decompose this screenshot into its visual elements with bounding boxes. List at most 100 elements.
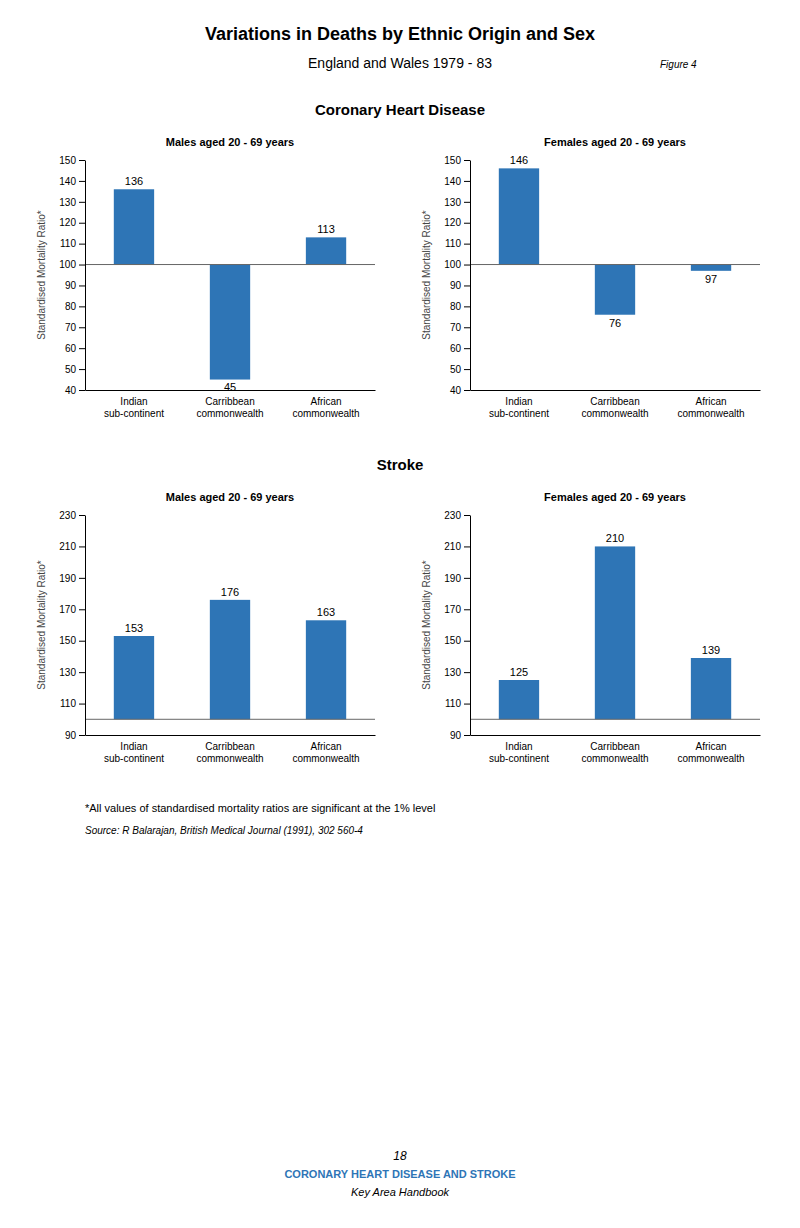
tick: 90: [450, 730, 470, 741]
section-title: Stroke: [377, 456, 424, 473]
data-label: 163: [317, 606, 335, 618]
tick: Africancommonwealth: [677, 741, 744, 764]
axis-line: [471, 390, 761, 391]
bar: [210, 600, 250, 719]
tick-label: Indiansub-continent: [489, 396, 549, 419]
baseline: [470, 264, 760, 265]
tick: 120: [444, 217, 470, 228]
tick-label: 130: [444, 197, 461, 208]
tick: 210: [59, 541, 85, 552]
tick: 190: [59, 573, 85, 584]
tick-mark: [79, 609, 85, 610]
tick: 170: [59, 604, 85, 615]
tick-label: Carribbeancommonwealth: [196, 396, 263, 419]
tick-label: 60: [65, 343, 77, 354]
tick-label: 50: [65, 364, 77, 375]
tick-mark: [79, 223, 85, 224]
bar: [306, 237, 346, 264]
main-title: Variations in Deaths by Ethnic Origin an…: [205, 24, 595, 44]
tick-mark: [79, 369, 85, 370]
axis-title: Standardised Mortality Ratio*: [36, 560, 47, 690]
axis-title: Standardised Mortality Ratio*: [36, 210, 47, 340]
tick-label: 70: [65, 322, 77, 333]
data-label: 76: [609, 317, 621, 329]
tick-mark: [464, 369, 470, 370]
tick-label: 110: [445, 238, 461, 249]
tick-mark: [79, 348, 85, 349]
x-axis: Indiansub-continent Carribbeancommonwealt…: [86, 391, 376, 419]
tick: Carribbeancommonwealth: [196, 396, 263, 419]
tick-label: Indiansub-continent: [489, 741, 549, 764]
bar: [595, 265, 635, 315]
baseline: [85, 264, 375, 265]
axis-line: [86, 735, 376, 736]
tick-mark: [464, 327, 470, 328]
tick-mark: [464, 306, 470, 307]
tick: 90: [65, 730, 85, 741]
tick: Africancommonwealth: [292, 396, 359, 419]
y-axis: 405060708090100110120130140150: [59, 155, 85, 396]
tick-label: Carribbeancommonwealth: [196, 741, 263, 764]
tick-label: 100: [59, 259, 76, 270]
tick-label: Carribbeancommonwealth: [581, 396, 648, 419]
bar: [114, 636, 154, 719]
tick: 140: [444, 176, 470, 187]
tick-label: Africancommonwealth: [292, 396, 359, 419]
tick: 110: [445, 698, 470, 709]
tick-mark: [79, 578, 85, 579]
tick-label: 90: [450, 280, 462, 291]
bar: [691, 265, 731, 271]
tick: 150: [444, 155, 470, 166]
tick-mark: [464, 348, 470, 349]
tick: Carribbeancommonwealth: [196, 741, 263, 764]
tick-mark: [464, 202, 470, 203]
bar: [114, 189, 154, 264]
tick-label: 140: [444, 176, 461, 187]
tick-label: Indiansub-continent: [104, 741, 164, 764]
tick-label: 150: [444, 155, 461, 166]
tick: 130: [59, 667, 85, 678]
tick: 230: [59, 510, 85, 521]
page: Variations in Deaths by Ethnic Origin an…: [0, 0, 800, 1228]
tick-mark: [79, 160, 85, 161]
tick-label: Africancommonwealth: [292, 741, 359, 764]
tick-label: 130: [59, 197, 76, 208]
tick: 90: [65, 280, 85, 291]
tick-label: 50: [450, 364, 462, 375]
bar: [499, 168, 539, 264]
bar: [499, 680, 539, 719]
tick-label: 130: [444, 667, 461, 678]
x-axis: Indiansub-continent Carribbeancommonwealt…: [86, 736, 376, 764]
page-number: 18: [393, 1149, 407, 1163]
data-label: 45: [224, 381, 236, 393]
tick: Carribbeancommonwealth: [581, 396, 648, 419]
bars: [499, 546, 731, 719]
tick: 80: [65, 301, 85, 312]
chart-title: Females aged 20 - 69 years: [544, 491, 686, 503]
chart: Females aged 20 - 69 years40506070809010…: [421, 136, 761, 419]
tick: 40: [450, 385, 470, 396]
tick-label: 100: [444, 259, 461, 270]
tick: 110: [60, 238, 85, 249]
y-axis: 90110130150170190210230: [444, 510, 470, 741]
axis-title: Standardised Mortality Ratio*: [421, 210, 432, 340]
tick: 120: [59, 217, 85, 228]
tick-mark: [79, 390, 85, 391]
tick-label: 40: [65, 385, 77, 396]
tick-mark: [79, 672, 85, 673]
tick: 210: [444, 541, 470, 552]
data-label: 153: [125, 622, 143, 634]
tick-label: 90: [450, 730, 462, 741]
tick: 110: [445, 238, 470, 249]
tick: 170: [444, 604, 470, 615]
data-label: 97: [705, 273, 717, 285]
tick: Carribbeancommonwealth: [581, 741, 648, 764]
tick: 50: [450, 364, 470, 375]
tick-mark: [79, 181, 85, 182]
chart: Males aged 20 - 69 years4050607080901001…: [36, 136, 376, 419]
footer-title: CORONARY HEART DISEASE AND STROKE: [284, 1168, 515, 1180]
tick: Indiansub-continent: [104, 741, 164, 764]
bar: [691, 658, 731, 719]
tick: 150: [59, 155, 85, 166]
tick-label: Indiansub-continent: [104, 396, 164, 419]
